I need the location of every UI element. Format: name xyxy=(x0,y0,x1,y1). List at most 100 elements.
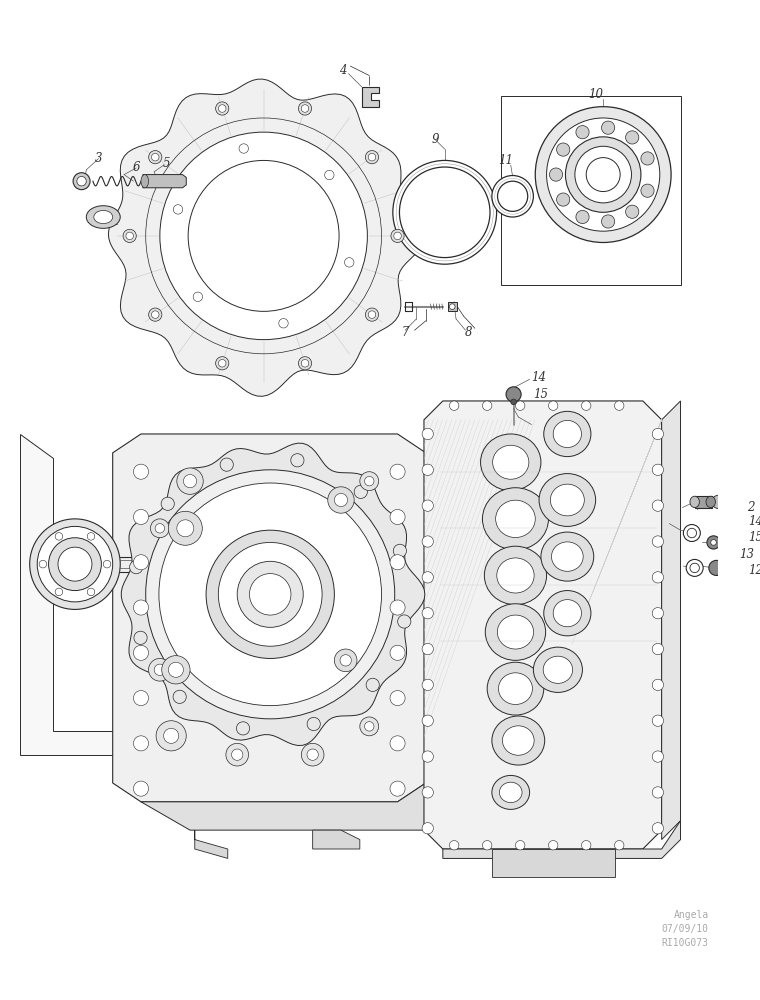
Ellipse shape xyxy=(492,176,534,217)
Circle shape xyxy=(641,152,654,165)
Ellipse shape xyxy=(486,604,546,660)
Text: 10: 10 xyxy=(588,88,603,101)
Ellipse shape xyxy=(543,591,591,636)
Circle shape xyxy=(709,560,724,575)
Ellipse shape xyxy=(188,160,339,311)
Ellipse shape xyxy=(160,132,367,340)
Ellipse shape xyxy=(539,474,596,526)
Bar xyxy=(695,496,711,508)
Circle shape xyxy=(511,399,516,405)
Circle shape xyxy=(216,102,229,115)
Circle shape xyxy=(652,787,663,798)
Circle shape xyxy=(449,304,455,309)
Circle shape xyxy=(368,311,375,318)
Ellipse shape xyxy=(686,559,703,576)
Polygon shape xyxy=(195,830,228,858)
Circle shape xyxy=(391,229,404,242)
Circle shape xyxy=(328,487,354,513)
Circle shape xyxy=(556,143,570,156)
Text: 15: 15 xyxy=(534,388,549,401)
Circle shape xyxy=(422,751,433,762)
Text: 4: 4 xyxy=(339,64,347,77)
Circle shape xyxy=(641,184,654,197)
Circle shape xyxy=(366,151,378,164)
Circle shape xyxy=(161,497,174,510)
Circle shape xyxy=(340,655,351,666)
Circle shape xyxy=(422,823,433,834)
Ellipse shape xyxy=(690,563,699,573)
Circle shape xyxy=(236,722,249,735)
Circle shape xyxy=(334,649,357,672)
Circle shape xyxy=(344,258,354,267)
Circle shape xyxy=(365,476,374,486)
Circle shape xyxy=(422,787,433,798)
Circle shape xyxy=(601,121,615,134)
Ellipse shape xyxy=(498,181,527,211)
Circle shape xyxy=(390,464,405,479)
Ellipse shape xyxy=(541,532,594,581)
Ellipse shape xyxy=(535,107,671,242)
Polygon shape xyxy=(443,821,680,858)
Circle shape xyxy=(390,555,405,570)
Circle shape xyxy=(169,511,202,545)
Ellipse shape xyxy=(93,210,112,224)
Circle shape xyxy=(183,475,197,488)
Ellipse shape xyxy=(499,673,533,704)
Circle shape xyxy=(218,105,226,112)
Circle shape xyxy=(652,608,663,619)
Circle shape xyxy=(422,572,433,583)
Circle shape xyxy=(103,560,111,568)
Circle shape xyxy=(155,524,165,533)
Text: 14: 14 xyxy=(749,515,760,528)
Circle shape xyxy=(301,105,309,112)
Circle shape xyxy=(601,215,615,228)
Ellipse shape xyxy=(400,167,490,258)
Ellipse shape xyxy=(706,496,715,508)
Circle shape xyxy=(422,428,433,440)
Circle shape xyxy=(549,168,562,181)
Circle shape xyxy=(354,485,367,498)
Circle shape xyxy=(422,464,433,475)
Ellipse shape xyxy=(159,483,382,706)
Ellipse shape xyxy=(218,542,322,646)
Circle shape xyxy=(390,736,405,751)
Circle shape xyxy=(390,691,405,706)
Circle shape xyxy=(652,823,663,834)
Circle shape xyxy=(393,544,407,557)
Ellipse shape xyxy=(711,495,725,508)
Circle shape xyxy=(299,357,312,370)
Ellipse shape xyxy=(546,118,660,231)
Text: 14: 14 xyxy=(531,371,546,384)
Ellipse shape xyxy=(237,561,303,627)
Circle shape xyxy=(449,841,459,850)
Circle shape xyxy=(515,841,525,850)
Circle shape xyxy=(279,319,288,328)
Circle shape xyxy=(422,679,433,691)
Circle shape xyxy=(366,308,378,321)
Circle shape xyxy=(173,205,182,214)
Text: 11: 11 xyxy=(499,154,514,167)
Circle shape xyxy=(325,170,334,180)
Circle shape xyxy=(149,151,162,164)
Circle shape xyxy=(652,428,663,440)
Ellipse shape xyxy=(499,782,522,803)
Bar xyxy=(502,96,680,285)
Circle shape xyxy=(506,387,521,402)
Circle shape xyxy=(576,126,589,139)
Circle shape xyxy=(359,717,378,736)
Circle shape xyxy=(449,401,459,410)
Polygon shape xyxy=(109,79,426,396)
Circle shape xyxy=(134,645,148,660)
Ellipse shape xyxy=(37,526,112,602)
Circle shape xyxy=(151,153,159,161)
Ellipse shape xyxy=(543,411,591,457)
Text: 7: 7 xyxy=(401,326,409,339)
Ellipse shape xyxy=(534,647,582,692)
Polygon shape xyxy=(141,783,426,830)
Circle shape xyxy=(134,781,148,796)
Circle shape xyxy=(216,357,229,370)
Circle shape xyxy=(390,781,405,796)
Circle shape xyxy=(39,560,46,568)
Circle shape xyxy=(291,454,304,467)
Ellipse shape xyxy=(206,530,334,658)
